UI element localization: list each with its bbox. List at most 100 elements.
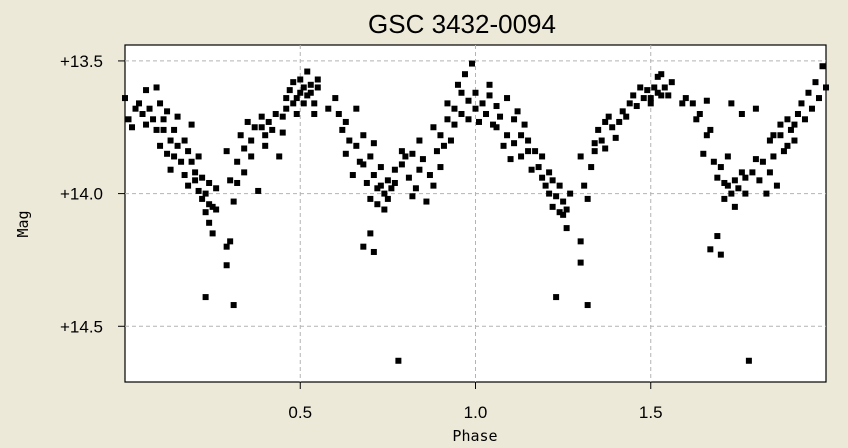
data-point <box>707 126 714 133</box>
data-point <box>766 137 773 144</box>
data-point <box>223 148 230 155</box>
data-point <box>360 243 367 250</box>
data-point <box>546 169 553 176</box>
data-point <box>262 132 269 139</box>
data-point <box>374 185 381 192</box>
data-point <box>598 137 605 144</box>
data-point <box>188 121 195 128</box>
data-point <box>511 140 518 147</box>
data-point <box>398 161 405 168</box>
data-point <box>304 68 311 75</box>
data-point <box>654 73 661 80</box>
data-point <box>577 153 584 160</box>
data-point <box>314 84 321 91</box>
data-point <box>647 100 654 107</box>
data-point <box>178 158 185 165</box>
data-point <box>665 92 672 99</box>
data-point <box>472 105 479 112</box>
data-point <box>370 140 377 147</box>
data-point <box>763 190 770 197</box>
data-point <box>717 164 724 171</box>
data-point <box>766 169 773 176</box>
data-point <box>339 126 346 133</box>
data-point <box>458 110 465 117</box>
data-point <box>426 172 433 179</box>
data-point <box>591 140 598 147</box>
data-point <box>696 110 703 117</box>
data-point <box>307 81 314 88</box>
data-point <box>644 87 651 94</box>
data-point <box>223 243 230 250</box>
data-point <box>738 110 745 117</box>
data-point <box>689 100 696 107</box>
data-point <box>791 121 798 128</box>
data-point <box>777 121 784 128</box>
data-point <box>770 153 777 160</box>
data-point <box>658 71 665 78</box>
data-point <box>265 118 272 125</box>
data-point <box>581 182 588 189</box>
data-point <box>461 71 468 78</box>
data-point <box>360 132 367 139</box>
data-point <box>458 89 465 96</box>
data-point <box>556 209 563 216</box>
data-point <box>143 87 150 94</box>
data-point <box>651 84 658 91</box>
data-point <box>153 126 160 133</box>
data-point <box>749 169 756 176</box>
data-point <box>395 357 402 364</box>
data-point <box>209 203 216 210</box>
data-point <box>679 100 686 107</box>
x-tick-label: 1.0 <box>464 403 488 422</box>
data-point <box>349 172 356 179</box>
data-point <box>784 116 791 123</box>
data-point <box>409 150 416 157</box>
data-point <box>300 84 307 91</box>
data-point <box>595 126 602 133</box>
data-point <box>472 89 479 96</box>
data-point <box>717 251 724 258</box>
data-points <box>122 60 829 364</box>
data-point <box>787 126 794 133</box>
data-point <box>363 179 370 186</box>
data-point <box>525 148 532 155</box>
data-point <box>416 166 423 173</box>
data-point <box>244 118 251 125</box>
axes: 0.5 1.0 1.5 +13.5 +14.0 +14.5 <box>60 52 663 422</box>
data-point <box>602 145 609 152</box>
data-point <box>521 121 528 128</box>
data-point <box>497 113 504 120</box>
data-point <box>735 185 742 192</box>
data-point <box>335 110 342 117</box>
data-point <box>213 206 220 213</box>
data-point <box>742 174 749 181</box>
data-point <box>251 124 258 131</box>
data-point <box>195 187 202 194</box>
data-point <box>493 103 500 110</box>
data-point <box>616 118 623 125</box>
y-axis-label: Mag <box>14 210 32 237</box>
data-point <box>129 124 136 131</box>
data-point <box>164 150 171 157</box>
data-point <box>714 233 721 240</box>
data-point <box>468 60 475 67</box>
data-point <box>206 179 213 186</box>
data-point <box>258 113 265 120</box>
data-point <box>248 153 255 160</box>
data-point <box>444 116 451 123</box>
data-point <box>381 206 388 213</box>
data-point <box>325 105 332 112</box>
data-point <box>738 169 745 176</box>
data-point <box>272 110 279 117</box>
data-point <box>227 238 234 245</box>
data-point <box>609 124 616 131</box>
data-point <box>388 185 395 192</box>
data-point <box>703 132 710 139</box>
data-point <box>398 148 405 155</box>
data-point <box>290 79 297 86</box>
data-point <box>136 100 143 107</box>
data-point <box>591 148 598 155</box>
data-point <box>122 95 128 102</box>
data-point <box>360 161 367 168</box>
data-point <box>626 100 633 107</box>
